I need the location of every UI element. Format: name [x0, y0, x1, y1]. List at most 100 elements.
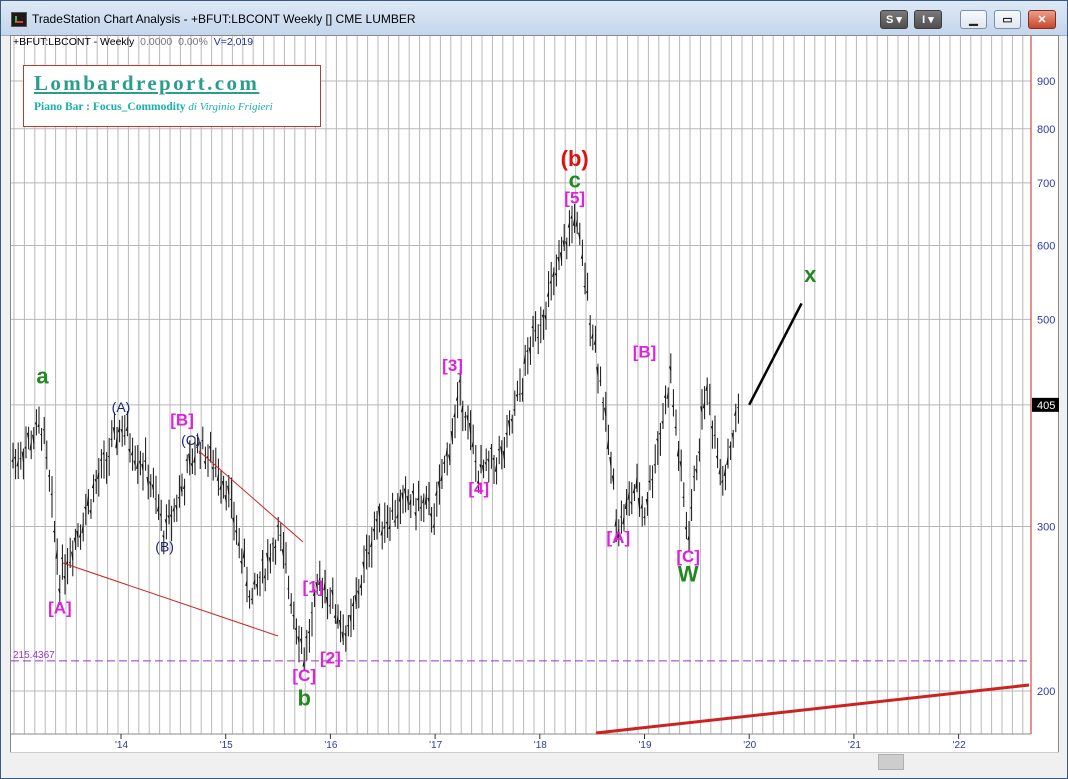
- y-tick-label: 300: [1037, 522, 1055, 534]
- price-bar-tick: [211, 467, 214, 470]
- price-bar-tick: [718, 468, 721, 475]
- price-bar-tick: [403, 488, 407, 496]
- price-bar-tick: [526, 349, 529, 353]
- title-bar[interactable]: TradeStation Chart Analysis - +BFUT:LBCO…: [1, 1, 1067, 36]
- price-bar-tick: [653, 463, 656, 466]
- price-bar-tick: [492, 457, 495, 461]
- price-bar-tick: [684, 527, 687, 531]
- wave-label: [2]: [320, 649, 341, 668]
- price-bar-tick: [705, 384, 708, 391]
- price-bar-tick: [19, 457, 22, 460]
- price-bar-tick: [190, 463, 193, 467]
- price-bar-tick: [307, 630, 310, 634]
- wave-label: (A): [112, 399, 131, 415]
- price-bar-tick: [130, 450, 134, 456]
- window-title: TradeStation Chart Analysis - +BFUT:LBCO…: [32, 12, 416, 26]
- price-bar-tick: [676, 448, 680, 457]
- price-bar-tick: [614, 519, 617, 527]
- restore-button[interactable]: ▭: [994, 10, 1021, 29]
- price-bar-tick: [133, 460, 136, 466]
- price-bar-tick: [169, 514, 173, 518]
- price-bar-tick: [471, 441, 474, 448]
- y-tick-label: 600: [1037, 240, 1055, 252]
- wave-labels: a[A](A)(B)[B](C)[1][2][C]b[3][4](b)c[5][…: [36, 146, 817, 711]
- price-bar-tick: [541, 314, 544, 319]
- price-bar-tick: [398, 495, 401, 502]
- price-bar-tick: [445, 448, 448, 457]
- price-bar-tick: [658, 432, 661, 435]
- price-bar-tick: [484, 461, 487, 465]
- price-bar-tick: [697, 451, 700, 454]
- logo-subtitle-text: Piano Bar : Focus_Commodity: [34, 101, 186, 113]
- price-bar-tick: [419, 506, 422, 509]
- price-bar-tick: [565, 241, 568, 246]
- price-bar-tick: [351, 602, 355, 607]
- price-bar-tick: [216, 474, 219, 482]
- price-bar-tick: [604, 407, 607, 416]
- close-button[interactable]: ✕: [1028, 10, 1056, 29]
- price-bar-tick: [336, 615, 339, 624]
- price-bar-tick: [263, 574, 266, 579]
- price-bar-tick: [507, 420, 511, 429]
- price-bar-tick: [299, 638, 303, 644]
- logo-subtitle: Piano Bar : Focus_Commodity di Virginio …: [34, 101, 273, 113]
- price-bar-tick: [611, 475, 615, 485]
- price-bar-tick: [734, 411, 737, 416]
- price-bar-tick: [37, 423, 40, 428]
- price-bar-tick: [663, 394, 667, 398]
- price-bar-tick: [136, 462, 139, 469]
- price-bar-tick: [487, 458, 490, 462]
- price-bar-tick: [416, 497, 420, 501]
- price-bar-tick: [149, 481, 152, 486]
- wave-label: (b): [561, 146, 589, 171]
- price-bar-tick: [24, 446, 27, 449]
- price-bar-tick: [435, 491, 438, 496]
- scrollbar-thumb[interactable]: [878, 754, 904, 770]
- wave-label: a: [36, 363, 49, 388]
- price-bar-tick: [424, 494, 427, 505]
- price-bar-tick: [627, 492, 630, 500]
- wave-label: [B]: [633, 343, 657, 362]
- price-bar-tick: [367, 552, 370, 555]
- price-bar-tick: [557, 256, 560, 263]
- price-bar-tick: [99, 459, 102, 461]
- price-bar-tick: [177, 497, 180, 499]
- close-icon: ✕: [1037, 14, 1047, 26]
- price-bar-tick: [715, 455, 719, 460]
- price-bar-tick: [637, 497, 641, 510]
- long-term-support-line: [595, 683, 1030, 735]
- price-bar-tick: [250, 598, 253, 601]
- price-bar-tick: [710, 426, 713, 430]
- horizontal-scrollbar[interactable]: [10, 752, 1059, 770]
- price-bar-tick: [630, 501, 633, 505]
- i-menu-label: I: [922, 14, 926, 26]
- price-bar-tick: [591, 334, 594, 339]
- minimize-button[interactable]: ▁: [960, 10, 987, 29]
- price-bar-tick: [391, 509, 393, 512]
- price-bar-tick: [16, 461, 19, 467]
- price-bar-tick: [13, 456, 17, 460]
- price-bar-tick: [193, 456, 196, 463]
- price-bar-tick: [544, 315, 547, 321]
- price-bar-tick: [396, 514, 399, 519]
- x-tick-label: '19: [639, 740, 652, 751]
- price-bar-tick: [687, 535, 690, 541]
- y-tick-label: 700: [1037, 178, 1055, 190]
- i-menu-button[interactable]: I ▾: [914, 10, 942, 29]
- price-bar-tick: [208, 446, 212, 450]
- price-bar-tick: [476, 480, 479, 484]
- price-bar-tick: [175, 505, 178, 510]
- price-bar-tick: [401, 492, 404, 501]
- price-bar-tick: [344, 633, 347, 637]
- pct-change: 0.00%: [178, 36, 208, 48]
- price-bar-tick: [221, 481, 225, 487]
- dropdown-arrow-icon: ▾: [893, 14, 902, 26]
- symbol-header: +BFUT:LBCONT - Weekly 0.0000 0.00% V=2,0…: [13, 36, 253, 48]
- price-bar-tick: [180, 486, 183, 493]
- price-bar-tick: [325, 596, 329, 606]
- price-bar-tick: [427, 497, 430, 502]
- price-bar-tick: [29, 442, 32, 451]
- s-menu-button[interactable]: S ▾: [880, 10, 908, 29]
- price-bar-tick: [333, 614, 336, 619]
